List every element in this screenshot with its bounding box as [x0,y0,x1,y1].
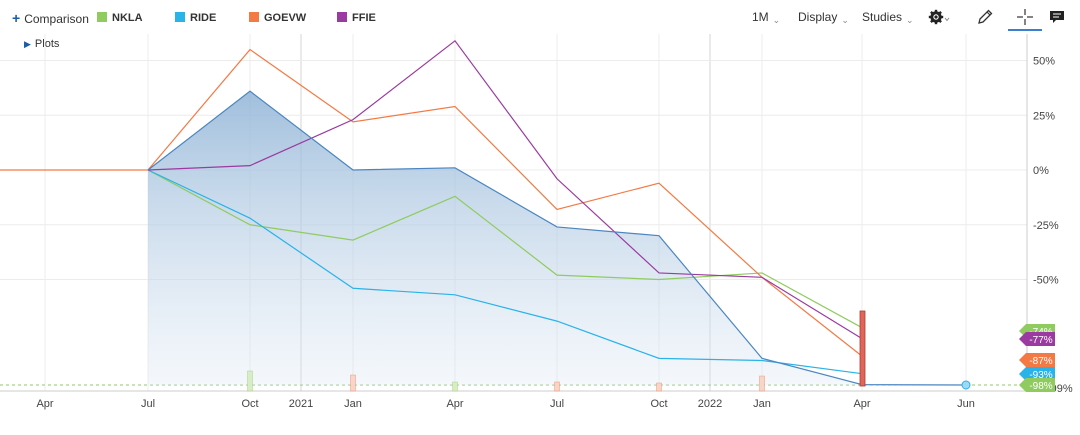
x-tick-label: Oct [241,398,258,410]
y-tick-label: 25% [1033,110,1055,122]
chevron-down-icon: ⌄ [906,15,914,25]
legend-label: GOEVW [264,12,307,24]
comparison-label: Comparison [24,12,89,26]
volume-marker [350,374,356,392]
series-line-ffie [147,39,863,340]
legend-label: NKLA [112,12,143,24]
y-tick-label: 0% [1033,165,1049,177]
value-tag-label: -87% [1029,356,1052,367]
gear-icon [928,9,950,25]
event-marker-bar [859,310,866,387]
range-label: 1M [752,10,769,24]
legend-item-nkla[interactable]: NKLA [97,10,143,24]
value-tag [1019,332,1055,346]
x-tick-label: 2022 [698,398,722,410]
settings-button[interactable] [928,6,950,28]
value-tag [1019,367,1055,381]
main-series-line [147,90,967,386]
annotation-button[interactable] [1046,6,1068,28]
x-tick-label: Apr [36,398,53,410]
legend-label: RIDE [190,12,217,24]
legend-swatch [175,12,185,22]
chevron-down-icon: ⌄ [841,15,849,25]
comparison-button[interactable]: + Comparison [12,10,89,26]
y-tick-label: -50% [1033,275,1059,287]
volume-marker [247,370,253,392]
volume-marker [759,375,765,392]
x-tick-label: Jan [753,398,771,410]
display-label: Display [798,10,838,24]
plus-icon: + [12,10,21,26]
legend-item-ride[interactable]: RIDE [175,10,216,24]
comment-icon [1050,11,1064,23]
x-tick-label: Jan [344,398,362,410]
plots-label: Plots [34,38,60,50]
y-tick-label: -25% [1033,220,1059,232]
value-tag-label: -93% [1029,370,1052,381]
x-tick-label: Jul [550,398,564,410]
volume-marker [554,381,560,392]
chevron-down-icon: ⌄ [772,15,781,25]
range-dropdown[interactable]: 1M ⌄ [752,10,781,25]
legend-item-goevw[interactable]: GOEVW [249,10,306,24]
studies-label: Studies [862,10,903,24]
crosshair-button[interactable] [1014,6,1036,28]
y-tick-label: 50% [1033,56,1055,68]
legend-item-ffie[interactable]: FFIE [337,10,376,24]
main-series-area [148,91,862,385]
pencil-icon [978,9,993,24]
x-tick-label: Apr [446,398,463,410]
series-line-ride [147,169,863,375]
value-tag-label: -77% [1029,335,1052,346]
legend-swatch [337,12,347,22]
value-tag-label: -98% [1029,381,1052,392]
x-tick-label: Oct [650,398,667,410]
x-tick-label: Apr [853,398,870,410]
series-line-nkla [147,169,863,329]
legend-label: FFIE [352,12,376,24]
latest-point-marker [961,380,971,390]
legend-swatch [249,12,259,22]
value-tag [1019,378,1055,392]
legend-swatch [97,12,107,22]
x-tick-label: 2021 [289,398,313,410]
crosshair-active-indicator [1008,29,1042,31]
plots-toggle[interactable]: ▶ Plots [24,38,59,50]
display-dropdown[interactable]: Display ⌄ [798,10,849,25]
x-tick-label: Jul [141,398,155,410]
crosshair-icon [1017,9,1033,25]
triangle-right-icon: ▶ [24,39,31,49]
value-tag [1019,353,1055,367]
x-tick-label: Jun [957,398,975,410]
chart-toolbar: + Comparison NKLA RIDE GOEVW FFIE 1M ⌄ Dis… [0,0,1080,34]
studies-dropdown[interactable]: Studies ⌄ [862,10,914,25]
volume-marker [656,382,662,392]
series-line-goevw [147,48,863,357]
volume-marker [452,381,458,392]
draw-button[interactable] [974,6,996,28]
